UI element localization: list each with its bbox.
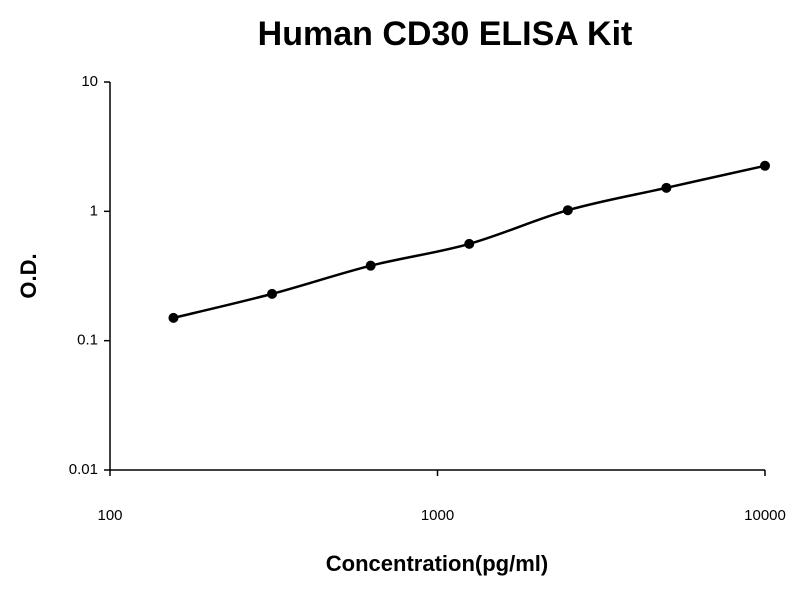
y-axis-label: O.D. bbox=[16, 253, 41, 298]
x-tick-label: 1000 bbox=[421, 507, 454, 524]
x-tick-label: 10000 bbox=[744, 507, 786, 524]
chart-title: Human CD30 ELISA Kit bbox=[258, 15, 633, 53]
x-tick-label: 100 bbox=[97, 507, 122, 524]
data-point bbox=[661, 182, 672, 193]
y-tick-label: 10 bbox=[81, 73, 98, 90]
y-tick-label: 0.1 bbox=[77, 332, 98, 349]
data-point bbox=[760, 160, 770, 171]
y-tick-label: 0.01 bbox=[69, 461, 98, 478]
data-point bbox=[464, 238, 475, 249]
data-point bbox=[168, 312, 179, 323]
data-point bbox=[562, 205, 573, 216]
y-tick-label: 1 bbox=[90, 202, 98, 219]
data-point bbox=[267, 288, 278, 299]
x-axis-label: Concentration(pg/ml) bbox=[326, 551, 548, 576]
data-point bbox=[365, 260, 376, 271]
